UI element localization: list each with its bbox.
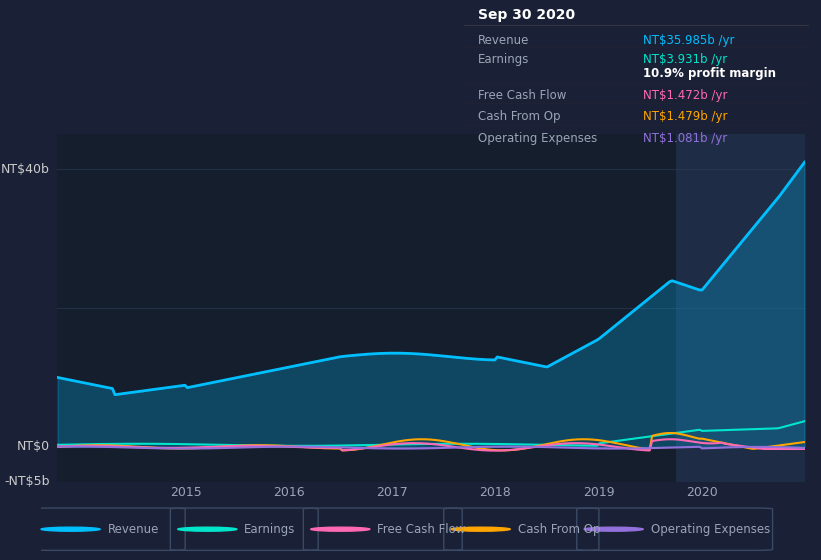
- Text: Revenue: Revenue: [478, 35, 529, 48]
- Circle shape: [311, 527, 370, 531]
- Text: NT$1.479b /yr: NT$1.479b /yr: [643, 110, 727, 123]
- Text: Earnings: Earnings: [478, 53, 529, 66]
- Text: NT$35.985b /yr: NT$35.985b /yr: [643, 35, 735, 48]
- Text: Cash From Op: Cash From Op: [518, 522, 600, 536]
- Text: -NT$5b: -NT$5b: [4, 475, 50, 488]
- Text: NT$0: NT$0: [17, 440, 50, 454]
- Text: Free Cash Flow: Free Cash Flow: [378, 522, 466, 536]
- Text: Sep 30 2020: Sep 30 2020: [478, 8, 575, 22]
- Circle shape: [41, 527, 100, 531]
- Text: 10.9% profit margin: 10.9% profit margin: [643, 67, 776, 81]
- Text: Earnings: Earnings: [245, 522, 296, 536]
- Text: NT$1.081b /yr: NT$1.081b /yr: [643, 132, 727, 144]
- Text: NT$1.472b /yr: NT$1.472b /yr: [643, 90, 727, 102]
- Text: Operating Expenses: Operating Expenses: [651, 522, 770, 536]
- Circle shape: [584, 527, 644, 531]
- Bar: [676, 134, 805, 482]
- Text: NT$3.931b /yr: NT$3.931b /yr: [643, 53, 727, 66]
- Circle shape: [178, 527, 237, 531]
- Text: Cash From Op: Cash From Op: [478, 110, 560, 123]
- Circle shape: [452, 527, 511, 531]
- Text: Operating Expenses: Operating Expenses: [478, 132, 597, 144]
- Text: Revenue: Revenue: [108, 522, 159, 536]
- Text: Free Cash Flow: Free Cash Flow: [478, 90, 566, 102]
- Text: NT$40b: NT$40b: [1, 162, 50, 176]
